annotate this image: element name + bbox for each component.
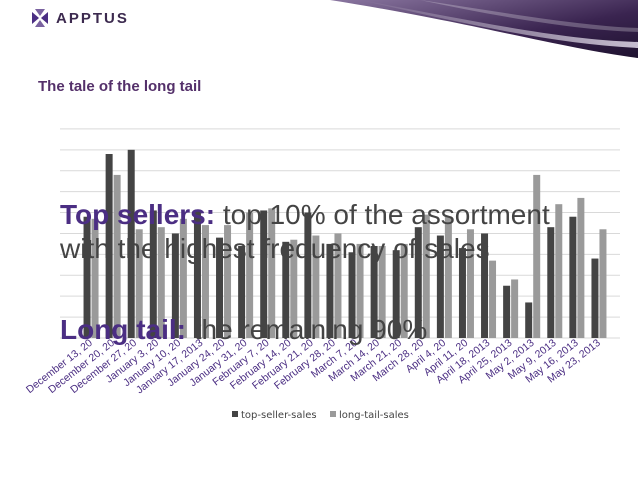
slide-title: The tale of the long tail [38,78,202,95]
logo-wordmark: APPTUS [56,9,129,27]
legend-swatch-0 [232,411,238,417]
top-sellers-text-line2: with the highest frequency of sales [60,233,490,264]
bar-long-tail-sales-20 [533,174,541,338]
bar-long-tail-sales-16 [444,216,452,338]
bar-top-seller-sales-9 [282,241,290,338]
top-sellers-label: Top sellers: [60,199,216,230]
bar-long-tail-sales-19 [511,279,519,338]
bar-long-tail-sales-11 [334,233,342,338]
bar-top-seller-sales-7 [238,246,246,338]
bar-long-tail-sales-17 [466,229,474,338]
bar-top-seller-sales-3 [149,210,157,338]
legend: top-seller-sales long-tail-sales [232,410,409,421]
bar-long-tail-sales-15 [422,214,430,338]
bar-top-seller-sales-2 [127,149,135,338]
bar-long-tail-sales-14 [400,243,408,338]
bar-top-seller-sales-8 [260,210,268,338]
bar-top-seller-sales-13 [370,246,378,338]
long-tail-label: Long tail: [60,314,186,345]
apptus-logo-icon [32,9,48,27]
bar-top-seller-sales-20 [525,302,533,338]
bar-top-seller-sales-11 [326,243,334,338]
legend-swatch-1 [330,411,336,417]
bar-top-seller-sales-18 [481,233,489,338]
bar-long-tail-sales-22 [577,197,585,338]
bar-top-seller-sales-22 [569,216,577,338]
bar-long-tail-sales-0 [91,218,99,338]
long-tail-callout: Long tail: the remaining 90% [60,313,427,347]
bar-long-tail-sales-13 [378,246,386,338]
apptus-logo: APPTUS [30,8,129,28]
legend-label-0: top-seller-sales [241,410,317,421]
bar-long-tail-sales-3 [157,227,165,338]
bars [83,149,607,338]
bar-long-tail-sales-10 [312,235,320,338]
bar-long-tail-sales-21 [555,204,563,338]
bar-top-seller-sales-5 [193,210,201,338]
bar-top-seller-sales-23 [591,258,599,338]
bar-long-tail-sales-6 [224,225,232,338]
top-sellers-text: top 10% of the assortment [215,199,550,230]
bar-top-seller-sales-21 [547,227,555,338]
bar-top-seller-sales-19 [503,285,511,338]
bar-top-seller-sales-10 [304,212,312,338]
long-tail-text: the remaining 90% [185,314,428,345]
bar-top-seller-sales-0 [83,216,91,338]
bar-long-tail-sales-23 [599,229,607,338]
bar-top-seller-sales-14 [392,250,400,338]
bar-top-seller-sales-1 [105,154,113,338]
top-sellers-callout: Top sellers: top 10% of the assortment w… [60,198,550,266]
bar-long-tail-sales-9 [290,239,298,338]
header-swoosh [330,0,638,58]
bar-long-tail-sales-18 [489,260,497,338]
bar-long-tail-sales-12 [356,243,364,338]
bar-top-seller-sales-12 [348,252,356,338]
bar-long-tail-sales-4 [179,218,187,338]
bar-top-seller-sales-4 [171,233,179,338]
bar-top-seller-sales-17 [458,248,466,338]
bar-long-tail-sales-2 [135,229,143,338]
bar-top-seller-sales-6 [216,237,224,338]
bar-long-tail-sales-5 [201,225,209,338]
bar-top-seller-sales-15 [414,227,422,338]
legend-label-1: long-tail-sales [339,410,409,421]
bar-long-tail-sales-8 [268,208,276,338]
bar-long-tail-sales-1 [113,174,121,338]
bar-long-tail-sales-7 [246,212,254,338]
bar-top-seller-sales-16 [436,235,444,338]
